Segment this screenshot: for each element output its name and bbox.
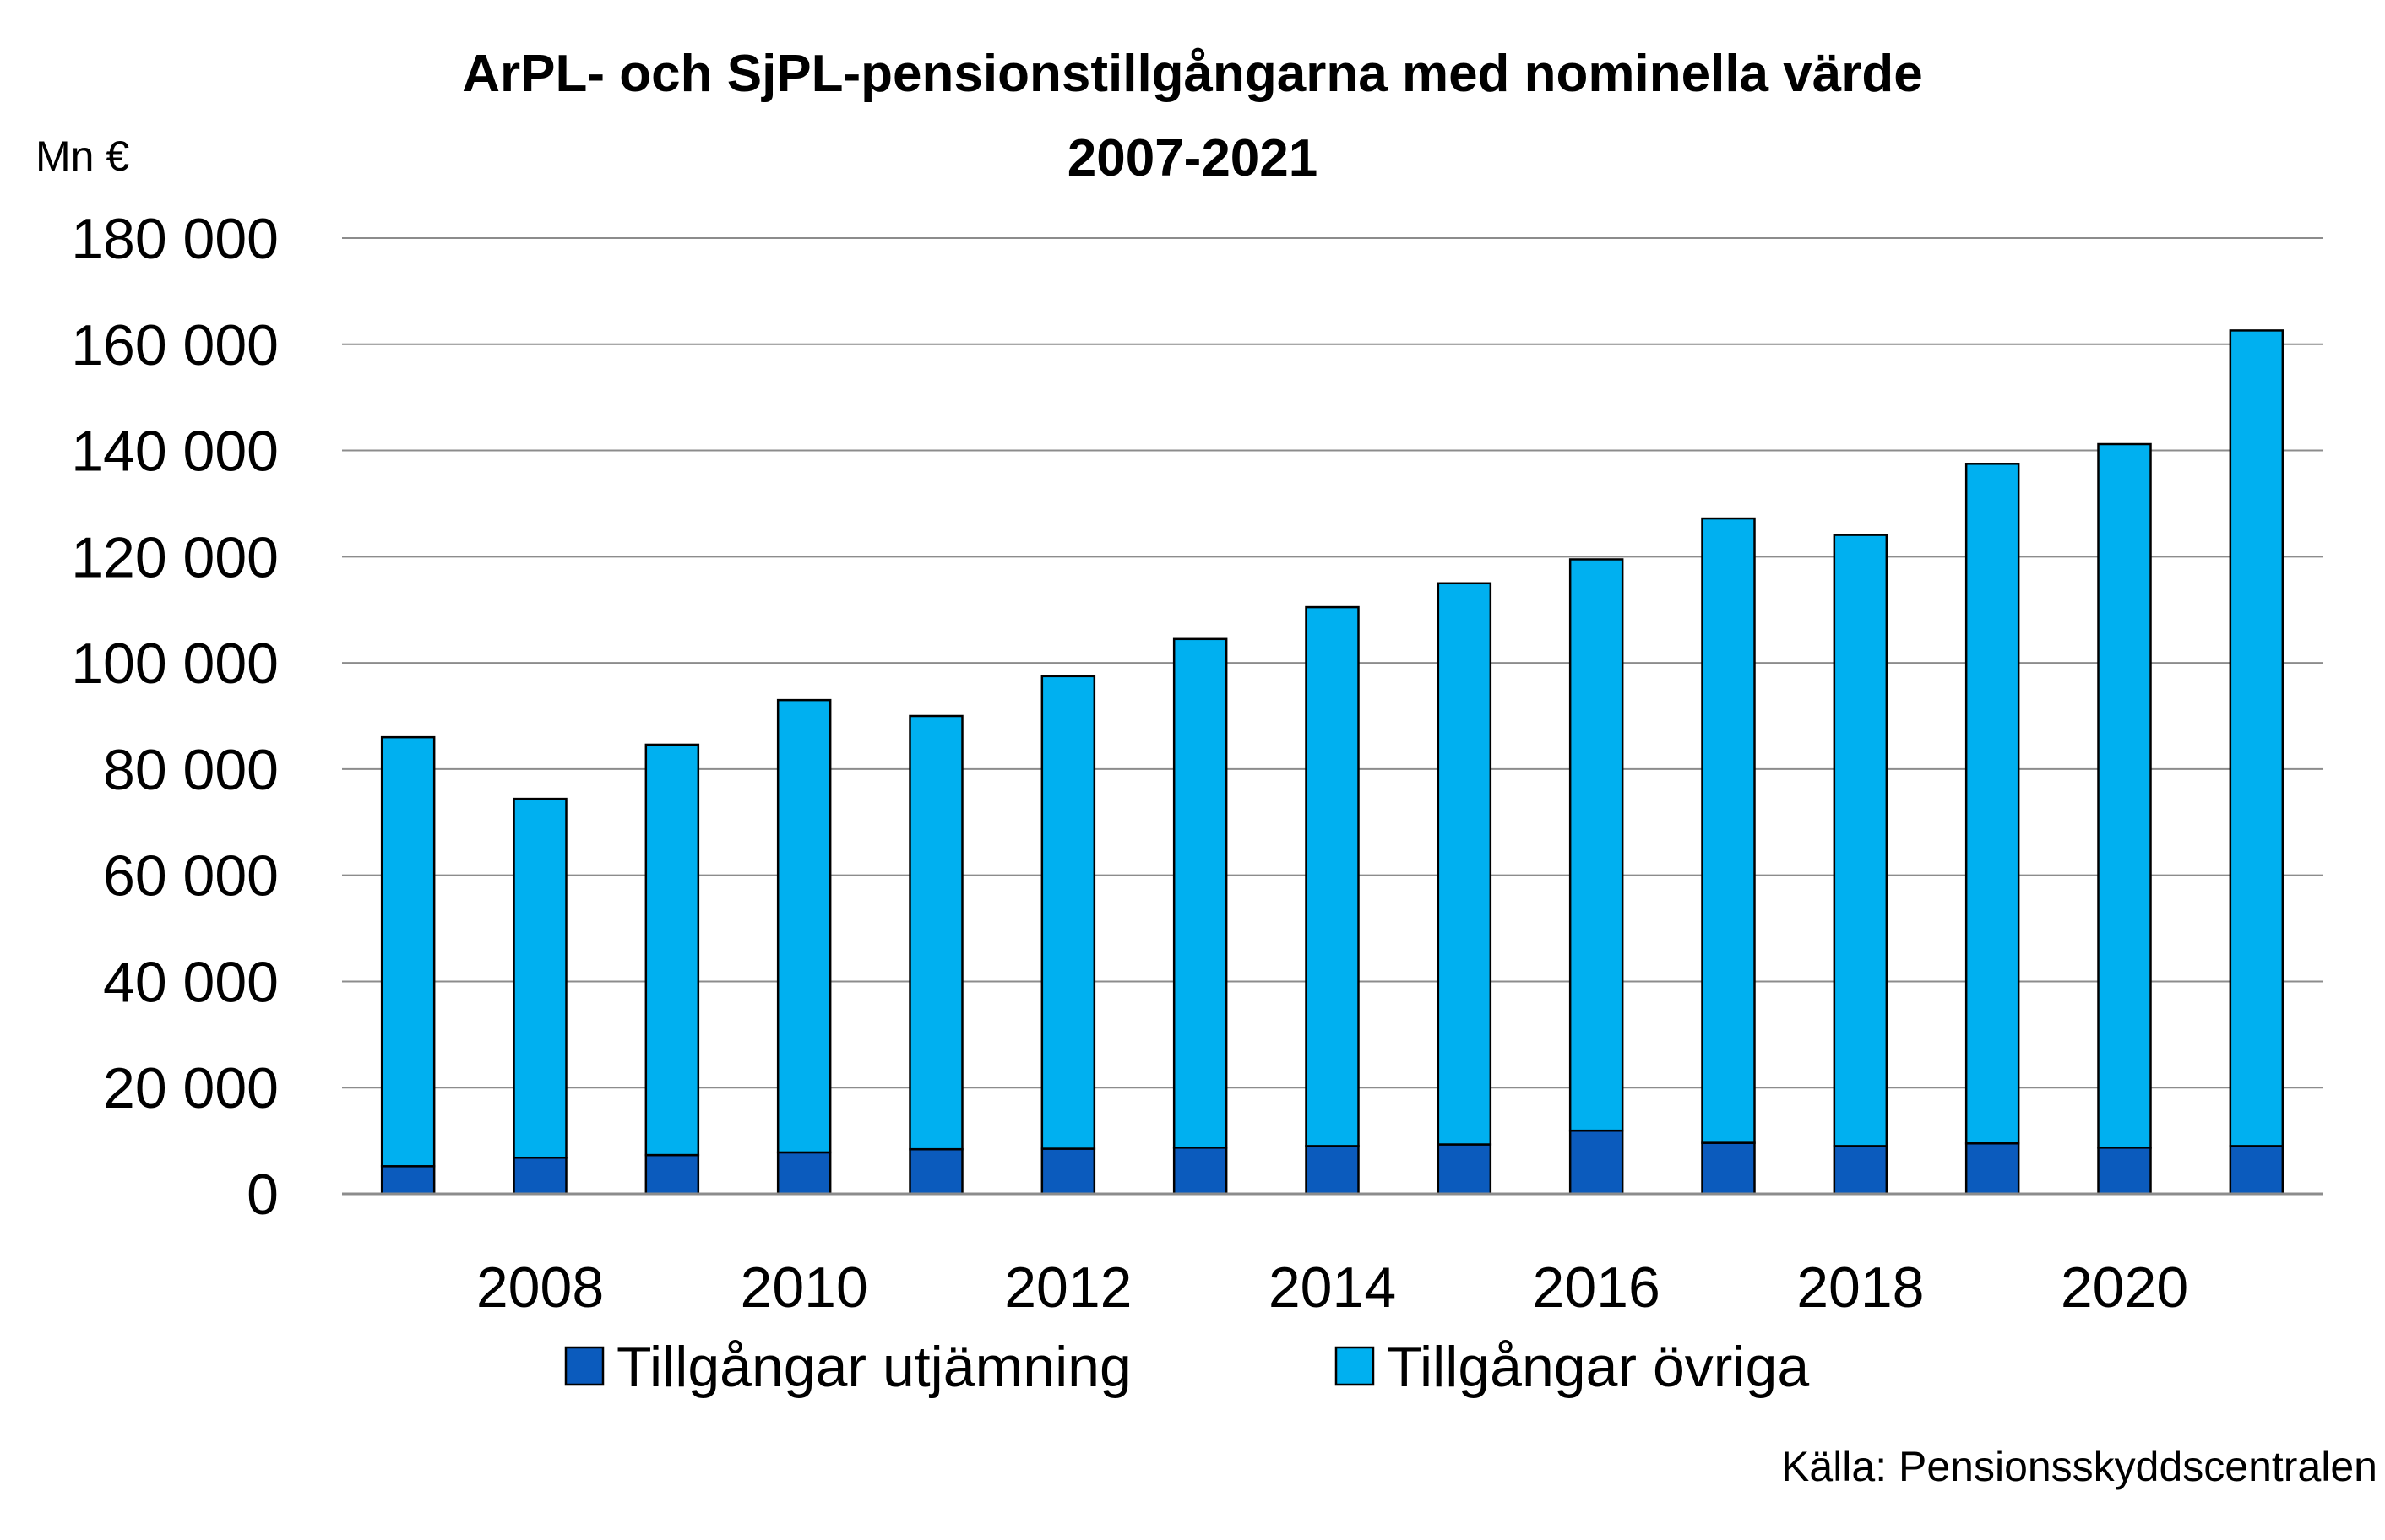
bar-utjamning-2020 [2097,1147,2152,1196]
x-tick-label: 2014 [1269,1255,1396,1320]
bar-ovriga-2020 [2097,442,2152,1149]
x-tick-label: 2008 [476,1255,604,1320]
y-tick-label: 180 000 [71,207,279,271]
bar-utjamning-2012 [1040,1147,1096,1196]
y-tick-label: 80 000 [103,738,279,802]
y-tick-label: 40 000 [103,950,279,1014]
bar-utjamning-2009 [644,1153,700,1196]
chart-title: ArPL- och SjPL-pensionstillgångarna med … [462,45,1922,103]
bar-utjamning-2007 [380,1165,436,1196]
bar-ovriga-2017 [1701,517,1756,1144]
bars [380,329,2284,1196]
x-axis-tick-labels: 2008 2010 2012 2014 2016 2018 2020 [476,1255,2188,1320]
y-tick-label: 20 000 [103,1056,279,1120]
y-tick-label: 140 000 [71,420,279,484]
legend-swatch-ovriga [1334,1346,1375,1386]
y-tick-label: 60 000 [103,844,279,908]
bar-ovriga-2021 [2229,329,2284,1147]
x-tick-label: 2010 [741,1255,868,1320]
y-tick-label: 0 [247,1163,279,1227]
bar-utjamning-2017 [1701,1141,1756,1196]
y-axis-tick-labels: 0 20 000 40 000 60 000 80 000 100 000 120 000 1… [71,207,279,1227]
y-axis-unit-label: Mn € [35,133,129,180]
bar-ovriga-2008 [513,797,568,1159]
bar-utjamning-2011 [909,1147,964,1196]
bar-ovriga-2012 [1040,675,1096,1150]
bar-utjamning-2016 [1568,1129,1624,1196]
bar-utjamning-2021 [2229,1145,2284,1196]
y-tick-label: 120 000 [71,525,279,589]
bar-utjamning-2018 [1833,1145,1888,1196]
source-note: Källa: Pensionsskyddscentralen [1781,1443,2377,1490]
x-tick-label: 2016 [1533,1255,1660,1320]
bar-ovriga-2016 [1568,558,1624,1132]
bar-ovriga-2015 [1437,582,1492,1146]
legend-label-utjamning: Tillgångar utjämning [617,1335,1132,1399]
bar-ovriga-2019 [1964,463,2020,1145]
x-tick-label: 2012 [1004,1255,1132,1320]
bar-ovriga-2013 [1172,637,1228,1149]
legend-swatch-utjamning [564,1346,605,1386]
x-tick-label: 2020 [2061,1255,2188,1320]
y-tick-label: 160 000 [71,313,279,377]
bar-utjamning-2013 [1172,1147,1228,1196]
legend-label-ovriga: Tillgångar övriga [1387,1335,1809,1399]
legend: Tillgångar utjämning Tillgångar övriga [564,1335,1809,1399]
bar-utjamning-2008 [513,1156,568,1196]
y-tick-label: 100 000 [71,632,279,696]
x-tick-label: 2018 [1796,1255,1924,1320]
bar-ovriga-2007 [380,735,436,1168]
bar-utjamning-2014 [1305,1145,1360,1196]
bar-utjamning-2015 [1437,1143,1492,1196]
bar-ovriga-2010 [776,698,832,1154]
bar-ovriga-2018 [1833,534,1888,1147]
chart-subtitle: 2007-2021 [1068,129,1318,187]
bar-ovriga-2009 [644,743,700,1157]
bar-ovriga-2011 [909,714,964,1151]
bar-utjamning-2010 [776,1151,832,1196]
bar-ovriga-2014 [1305,605,1360,1147]
bar-utjamning-2019 [1964,1142,2020,1196]
